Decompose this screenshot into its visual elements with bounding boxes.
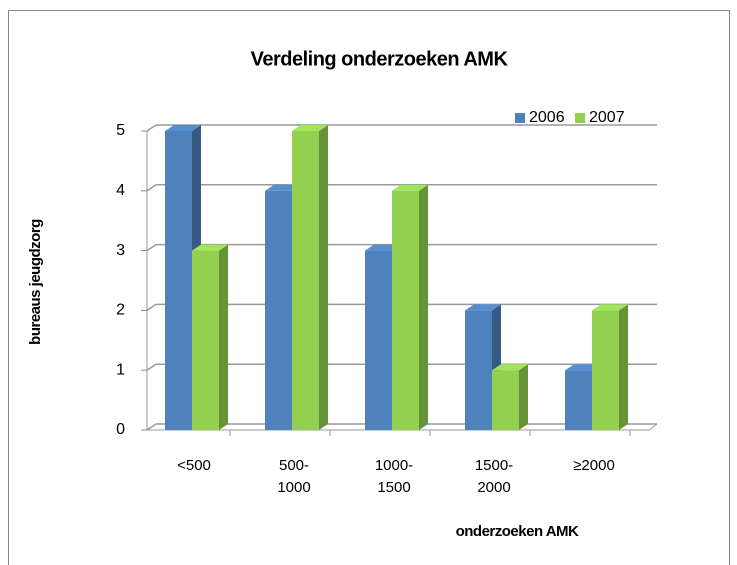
bar: [365, 250, 392, 430]
x-tick-label: 500-1000: [277, 457, 311, 496]
bar-top: [592, 304, 628, 311]
grid-line: [146, 184, 657, 192]
bar-top: [392, 184, 428, 191]
x-tick-label: 1000-1500: [374, 457, 414, 496]
bar-top: [165, 125, 201, 131]
legend-swatch: [515, 113, 525, 123]
bar-side: [519, 364, 528, 430]
bar-side: [419, 184, 428, 430]
x-tick-label: 1500-2000: [474, 457, 514, 496]
bar: [492, 370, 519, 430]
y-tick-label: 5: [116, 122, 125, 139]
bar: [592, 310, 619, 430]
bar: [265, 190, 292, 430]
bar: [165, 131, 192, 430]
x-tick-label: <500: [177, 457, 211, 474]
y-tick-label: 1: [116, 361, 125, 378]
bar: [392, 190, 419, 430]
chart-title: Verdeling onderzoeken AMK: [251, 48, 509, 70]
x-axis-label: onderzoeken AMK: [456, 523, 579, 540]
bar-top: [465, 304, 501, 311]
bar-side: [319, 125, 328, 430]
bar-top: [492, 364, 528, 371]
bar: [465, 310, 492, 430]
bar-side: [619, 304, 628, 430]
grid-line: [146, 124, 657, 132]
bar-top: [292, 125, 328, 131]
legend-label: 2007: [589, 109, 625, 126]
y-tick-label: 4: [116, 182, 125, 199]
bar: [565, 370, 592, 430]
y-axis-label: bureaus jeugdzorg: [27, 219, 44, 345]
bar: [292, 131, 319, 430]
y-tick-label: 0: [116, 421, 125, 438]
legend-label: 2006: [529, 109, 565, 126]
bar: [192, 250, 219, 430]
grid-line: [146, 243, 657, 252]
x-tick-label: ≥2000: [573, 457, 615, 474]
y-tick-label: 3: [116, 242, 125, 259]
legend-swatch: [575, 113, 585, 123]
chart-frame: [8, 10, 730, 565]
bar-top: [192, 244, 228, 251]
y-tick-label: 2: [116, 302, 125, 319]
bar-side: [219, 244, 228, 430]
